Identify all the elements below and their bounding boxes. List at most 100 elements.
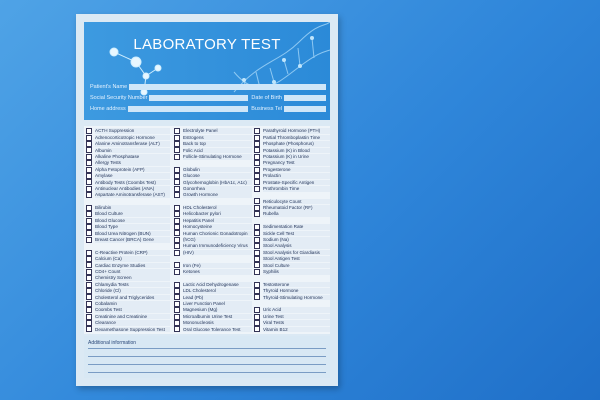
test-checkbox[interactable] (86, 166, 92, 173)
test-checkbox[interactable] (86, 211, 92, 218)
test-checkbox[interactable] (86, 230, 92, 237)
test-checkbox[interactable] (86, 313, 92, 320)
test-checkbox[interactable] (254, 204, 260, 211)
test-checkbox[interactable] (86, 140, 92, 147)
test-checkbox[interactable] (174, 153, 180, 160)
test-checkbox[interactable] (174, 217, 180, 224)
test-item: Partial Thromboplastin Time (254, 134, 330, 141)
test-checkbox[interactable] (254, 179, 260, 186)
test-checkbox[interactable] (174, 287, 180, 294)
test-checkbox[interactable] (254, 172, 260, 179)
test-checkbox[interactable] (86, 128, 92, 135)
test-checkbox[interactable] (254, 268, 260, 275)
test-checkbox[interactable] (174, 185, 180, 192)
test-checkbox[interactable] (174, 224, 180, 231)
test-checkbox[interactable] (254, 153, 260, 160)
test-checkbox[interactable] (254, 128, 260, 135)
test-checkbox[interactable] (254, 256, 260, 262)
test-checkbox[interactable] (86, 192, 92, 199)
test-checkbox[interactable] (174, 134, 180, 141)
test-checkbox[interactable] (86, 319, 92, 326)
test-checkbox[interactable] (174, 249, 180, 256)
test-checkbox[interactable] (86, 275, 92, 282)
test-checkbox[interactable] (174, 268, 180, 275)
test-checkbox[interactable] (174, 211, 180, 218)
test-checkbox[interactable] (86, 256, 92, 262)
test-checkbox[interactable] (174, 192, 180, 199)
additional-info-line[interactable] (88, 364, 326, 365)
test-checkbox[interactable] (254, 236, 260, 243)
test-label: Aspartate Aminotransferase (AST) (95, 192, 170, 198)
test-checkbox[interactable] (86, 281, 92, 288)
test-checkbox[interactable] (86, 153, 92, 160)
patient-name-field[interactable] (129, 83, 326, 90)
test-checkbox[interactable] (174, 319, 180, 326)
test-checkbox[interactable] (254, 249, 260, 256)
test-checkbox[interactable] (254, 326, 260, 333)
test-checkbox[interactable] (86, 236, 92, 243)
test-checkbox[interactable] (254, 224, 260, 231)
home-address-field[interactable] (127, 105, 249, 112)
test-checkbox[interactable] (86, 294, 92, 301)
test-checkbox[interactable] (174, 236, 180, 243)
test-checkbox[interactable] (254, 287, 260, 294)
test-checkbox[interactable] (86, 287, 92, 294)
test-checkbox[interactable] (174, 128, 180, 135)
test-checkbox[interactable] (254, 281, 260, 288)
test-checkbox[interactable] (174, 147, 180, 154)
test-checkbox[interactable] (174, 243, 180, 250)
test-checkbox[interactable] (86, 268, 92, 275)
test-checkbox[interactable] (254, 211, 260, 218)
test-checkbox[interactable] (254, 230, 260, 237)
test-checkbox[interactable] (174, 262, 180, 269)
test-checkbox[interactable] (86, 172, 92, 179)
business-tel-field[interactable] (284, 105, 326, 112)
test-checkbox[interactable] (254, 313, 260, 320)
test-checkbox[interactable] (174, 140, 180, 147)
additional-info-line[interactable] (88, 348, 326, 349)
test-checkbox[interactable] (86, 326, 92, 333)
test-checkbox[interactable] (174, 204, 180, 211)
test-checkbox[interactable] (254, 262, 260, 269)
test-checkbox[interactable] (86, 179, 92, 186)
test-checkbox[interactable] (254, 140, 260, 147)
ssn-field[interactable] (149, 94, 249, 101)
additional-info-line[interactable] (88, 356, 326, 357)
test-checkbox[interactable] (254, 185, 260, 192)
test-checkbox[interactable] (86, 262, 92, 269)
test-checkbox[interactable] (86, 300, 92, 307)
test-checkbox[interactable] (254, 294, 260, 301)
test-checkbox[interactable] (174, 294, 180, 301)
test-checkbox[interactable] (174, 230, 180, 237)
test-checkbox[interactable] (174, 326, 180, 333)
test-checkbox[interactable] (86, 217, 92, 224)
test-checkbox[interactable] (86, 307, 92, 314)
test-checkbox[interactable] (254, 307, 260, 314)
test-checkbox[interactable] (86, 147, 92, 154)
additional-info-line[interactable] (88, 372, 326, 373)
test-checkbox[interactable] (174, 166, 180, 173)
test-item: Lead (Pb) (174, 294, 252, 301)
test-checkbox[interactable] (174, 281, 180, 288)
test-checkbox[interactable] (174, 300, 180, 307)
test-checkbox[interactable] (86, 204, 92, 211)
test-checkbox[interactable] (254, 319, 260, 326)
test-checkbox[interactable] (174, 313, 180, 320)
test-checkbox[interactable] (254, 166, 260, 173)
test-label: Homocysteine (183, 224, 252, 230)
test-checkbox[interactable] (86, 185, 92, 192)
test-checkbox[interactable] (174, 172, 180, 179)
test-checkbox[interactable] (86, 249, 92, 256)
test-checkbox[interactable] (174, 307, 180, 314)
test-checkbox[interactable] (86, 134, 92, 141)
test-label: Pregnancy Test (263, 160, 330, 166)
test-checkbox[interactable] (86, 224, 92, 231)
test-checkbox[interactable] (254, 198, 260, 205)
test-checkbox[interactable] (86, 160, 92, 167)
test-checkbox[interactable] (254, 134, 260, 141)
test-checkbox[interactable] (254, 243, 260, 250)
test-checkbox[interactable] (254, 160, 260, 167)
test-checkbox[interactable] (254, 147, 260, 154)
test-checkbox[interactable] (174, 179, 180, 186)
dob-field[interactable] (284, 94, 326, 101)
